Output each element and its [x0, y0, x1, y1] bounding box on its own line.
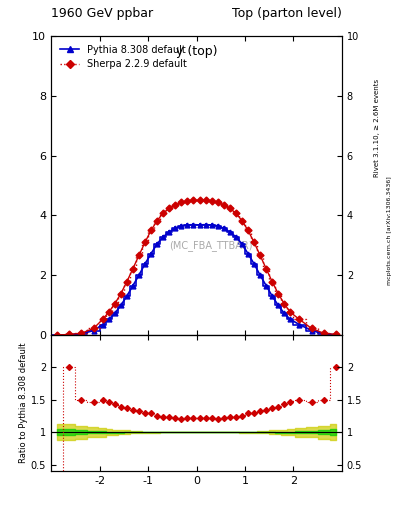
Legend: Pythia 8.308 default, Sherpa 2.2.9 default: Pythia 8.308 default, Sherpa 2.2.9 defau…	[56, 40, 191, 73]
Text: 1960 GeV ppbar: 1960 GeV ppbar	[51, 8, 153, 20]
Text: y (top): y (top)	[176, 45, 217, 58]
Text: (MC_FBA_TTBAR): (MC_FBA_TTBAR)	[169, 240, 253, 251]
Text: Top (parton level): Top (parton level)	[232, 8, 342, 20]
Text: Rivet 3.1.10, ≥ 2.6M events: Rivet 3.1.10, ≥ 2.6M events	[374, 79, 380, 177]
Text: mcplots.cern.ch [arXiv:1306.3436]: mcplots.cern.ch [arXiv:1306.3436]	[387, 176, 391, 285]
Y-axis label: Ratio to Pythia 8.308 default: Ratio to Pythia 8.308 default	[19, 343, 28, 463]
